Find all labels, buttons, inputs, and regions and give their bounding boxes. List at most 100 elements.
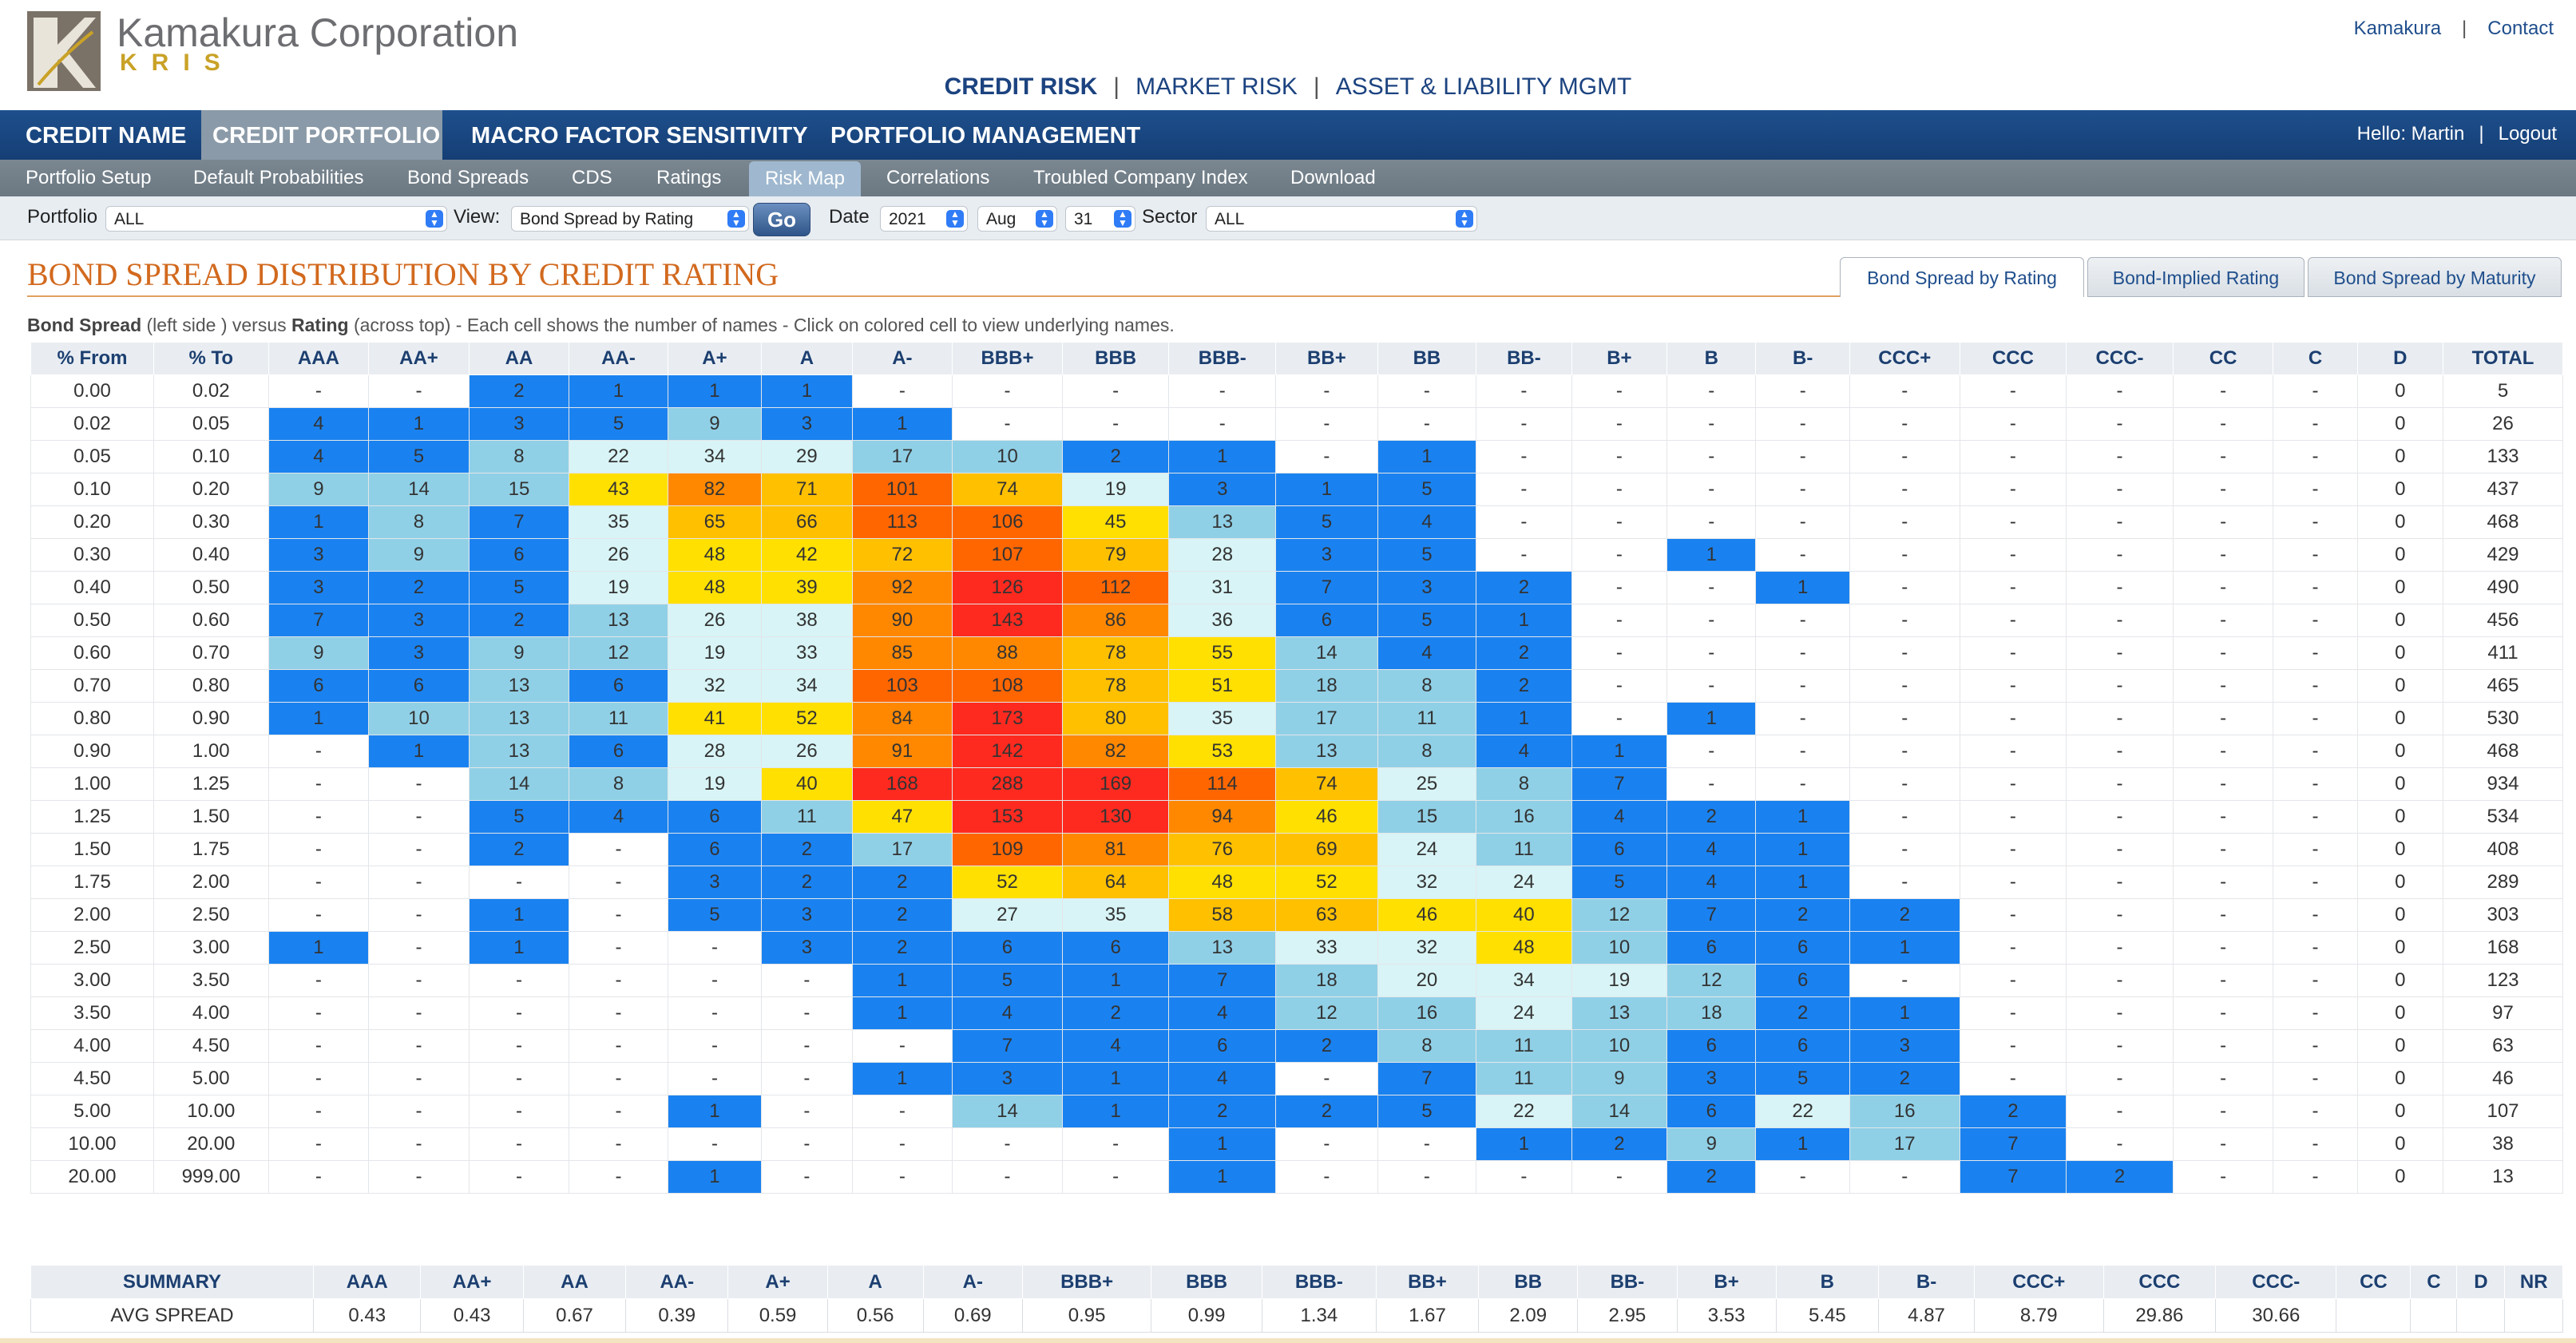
risk-map-cell[interactable]: 35 [569,505,668,539]
risk-map-cell[interactable]: 2 [1849,898,1960,932]
risk-map-cell[interactable]: 26 [667,604,763,637]
risk-map-cell[interactable]: 8 [1377,669,1477,703]
risk-map-cell[interactable]: 4 [1168,996,1277,1030]
subtab-risk-map[interactable]: Risk Map [749,161,861,196]
risk-map-cell[interactable]: 1 [851,964,953,997]
risk-map-cell[interactable]: 1 [1476,1127,1572,1161]
risk-map-cell[interactable]: 16 [1377,996,1477,1030]
risk-map-cell[interactable]: 32 [1377,931,1477,965]
risk-map-cell[interactable]: 3 [368,604,470,637]
risk-map-cell[interactable]: 1 [268,931,370,965]
risk-map-cell[interactable]: 1 [667,1095,763,1128]
risk-map-cell[interactable]: 4 [952,996,1063,1030]
risk-map-cell[interactable]: 4 [1666,866,1757,899]
risk-map-cell[interactable]: 86 [1061,604,1170,637]
risk-map-cell[interactable]: 10 [1571,931,1668,965]
risk-map-cell[interactable]: 11 [1476,1062,1572,1095]
risk-map-cell[interactable]: 1 [1849,996,1960,1030]
risk-map-cell[interactable]: 4 [268,440,370,473]
risk-map-cell[interactable]: 7 [1168,964,1277,997]
risk-map-cell[interactable]: 69 [1275,833,1378,866]
risk-map-cell[interactable]: 9 [468,636,570,670]
risk-map-cell[interactable]: 13 [1168,505,1277,539]
risk-map-cell[interactable]: 5 [468,571,570,604]
risk-map-cell[interactable]: 12 [569,636,668,670]
risk-map-cell[interactable]: 1 [1755,1127,1850,1161]
tab-macro-factor-sensitivity[interactable]: MACRO FACTOR SENSITIVITY [471,123,808,149]
risk-map-cell[interactable]: 4 [569,800,668,834]
risk-map-cell[interactable]: 1 [1061,1095,1170,1128]
risk-map-cell[interactable]: 55 [1168,636,1277,670]
risk-map-cell[interactable]: 3 [268,571,370,604]
risk-map-cell[interactable]: 1 [1755,800,1850,834]
risk-map-cell[interactable]: 24 [1377,833,1477,866]
risk-map-cell[interactable]: 48 [667,571,763,604]
risk-map-cell[interactable]: 16 [1476,800,1572,834]
risk-map-cell[interactable]: 40 [761,767,853,801]
risk-map-cell[interactable]: 4 [1476,735,1572,768]
risk-map-cell[interactable]: 2 [468,833,570,866]
subtab-download[interactable]: Download [1290,167,1376,188]
risk-map-cell[interactable]: 6 [268,669,370,703]
risk-map-cell[interactable]: 6 [1666,1029,1757,1063]
risk-map-cell[interactable]: 13 [569,604,668,637]
risk-map-cell[interactable]: 169 [1061,767,1170,801]
risk-map-cell[interactable]: 3 [1377,571,1477,604]
risk-map-cell[interactable]: 2 [1476,571,1572,604]
risk-map-cell[interactable]: 7 [1571,767,1668,801]
risk-map-cell[interactable]: 79 [1061,538,1170,572]
risk-map-cell[interactable]: 2 [1061,440,1170,473]
risk-map-cell[interactable]: 39 [761,571,853,604]
risk-map-cell[interactable]: 101 [851,473,953,506]
risk-map-cell[interactable]: 1 [667,1160,763,1194]
risk-map-cell[interactable]: 8 [1377,1029,1477,1063]
risk-map-cell[interactable]: 1 [268,505,370,539]
subtab-correlations[interactable]: Correlations [886,167,990,188]
risk-map-cell[interactable]: 173 [952,702,1063,735]
risk-map-cell[interactable]: 29 [761,440,853,473]
risk-map-cell[interactable]: 71 [761,473,853,506]
risk-map-cell[interactable]: 13 [1571,996,1668,1030]
risk-map-cell[interactable]: 6 [1666,931,1757,965]
risk-map-cell[interactable]: 72 [851,538,953,572]
risk-map-cell[interactable]: 45 [1061,505,1170,539]
risk-map-cell[interactable]: 18 [1666,996,1757,1030]
risk-map-cell[interactable]: 6 [667,833,763,866]
risk-map-cell[interactable]: 9 [667,407,763,441]
risk-map-cell[interactable]: 34 [667,440,763,473]
risk-map-cell[interactable]: 6 [1666,1095,1757,1128]
risk-map-cell[interactable]: 15 [1377,800,1477,834]
risk-map-cell[interactable]: 63 [1275,898,1378,932]
risk-map-cell[interactable]: 1 [1377,440,1477,473]
risk-map-cell[interactable]: 91 [851,735,953,768]
risk-map-cell[interactable]: 7 [1275,571,1378,604]
risk-map-cell[interactable]: 6 [1755,964,1850,997]
risk-map-cell[interactable]: 11 [569,702,668,735]
risk-map-cell[interactable]: 130 [1061,800,1170,834]
risk-map-cell[interactable]: 28 [1168,538,1277,572]
main-nav-credit-risk[interactable]: CREDIT RISK [944,73,1098,100]
risk-map-cell[interactable]: 114 [1168,767,1277,801]
main-nav-alm[interactable]: ASSET & LIABILITY MGMT [1335,73,1632,100]
risk-map-cell[interactable]: 14 [1571,1095,1668,1128]
risk-map-cell[interactable]: 26 [761,735,853,768]
risk-map-cell[interactable]: 6 [1061,931,1170,965]
risk-map-cell[interactable]: 32 [667,669,763,703]
risk-map-cell[interactable]: 2 [761,833,853,866]
risk-map-cell[interactable]: 3 [1275,538,1378,572]
risk-map-cell[interactable]: 7 [1959,1127,2067,1161]
risk-map-cell[interactable]: 6 [368,669,470,703]
view-tab-bond-spread-by-maturity[interactable]: Bond Spread by Maturity [2308,257,2562,297]
risk-map-cell[interactable]: 1 [1275,473,1378,506]
risk-map-cell[interactable]: 2 [1061,996,1170,1030]
risk-map-cell[interactable]: 1 [569,374,668,408]
subtab-bond-spreads[interactable]: Bond Spreads [407,167,529,188]
risk-map-cell[interactable]: 5 [368,440,470,473]
risk-map-cell[interactable]: 33 [761,636,853,670]
risk-map-cell[interactable]: 46 [1275,800,1378,834]
risk-map-cell[interactable]: 2 [761,866,853,899]
risk-map-cell[interactable]: 82 [1061,735,1170,768]
risk-map-cell[interactable]: 48 [667,538,763,572]
risk-map-cell[interactable]: 24 [1476,866,1572,899]
risk-map-cell[interactable]: 19 [1061,473,1170,506]
